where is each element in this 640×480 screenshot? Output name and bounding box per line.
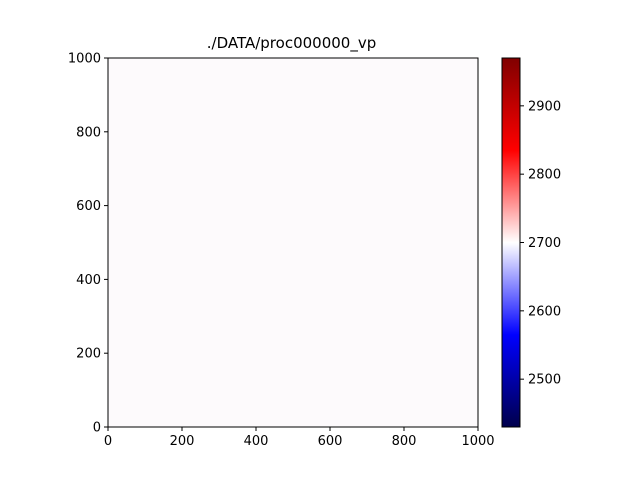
x-tick-label: 400 [244,434,269,449]
colorbar-axis: 2500 2600 2700 2800 2900 [520,99,561,388]
y-axis: 0 200 400 600 800 1000 [68,52,108,436]
x-tick-label: 0 [104,434,112,449]
x-tick-label: 800 [392,434,417,449]
colorbar-tick-label: 2500 [528,373,561,388]
y-tick-label: 0 [93,421,101,436]
y-tick-label: 800 [76,125,101,140]
plot-frame [107,57,479,428]
x-axis: 0 200 400 600 800 1000 [104,427,495,449]
y-tick-label: 1000 [68,52,101,67]
x-tick-label: 1000 [461,434,494,449]
colorbar-tick-label: 2900 [528,99,561,114]
heatmap-field [108,58,478,427]
colorbar-tick-label: 2700 [528,236,561,251]
colorbar-tick-label: 2800 [528,168,561,183]
y-tick-label: 600 [76,199,101,214]
x-tick-label: 200 [170,434,195,449]
y-tick-label: 200 [76,347,101,362]
colorbar [501,57,521,428]
colorbar-tick-label: 2600 [528,304,561,319]
chart-title: ./DATA/proc000000_vp [207,34,376,53]
x-tick-label: 600 [318,434,343,449]
y-tick-label: 400 [76,273,101,288]
